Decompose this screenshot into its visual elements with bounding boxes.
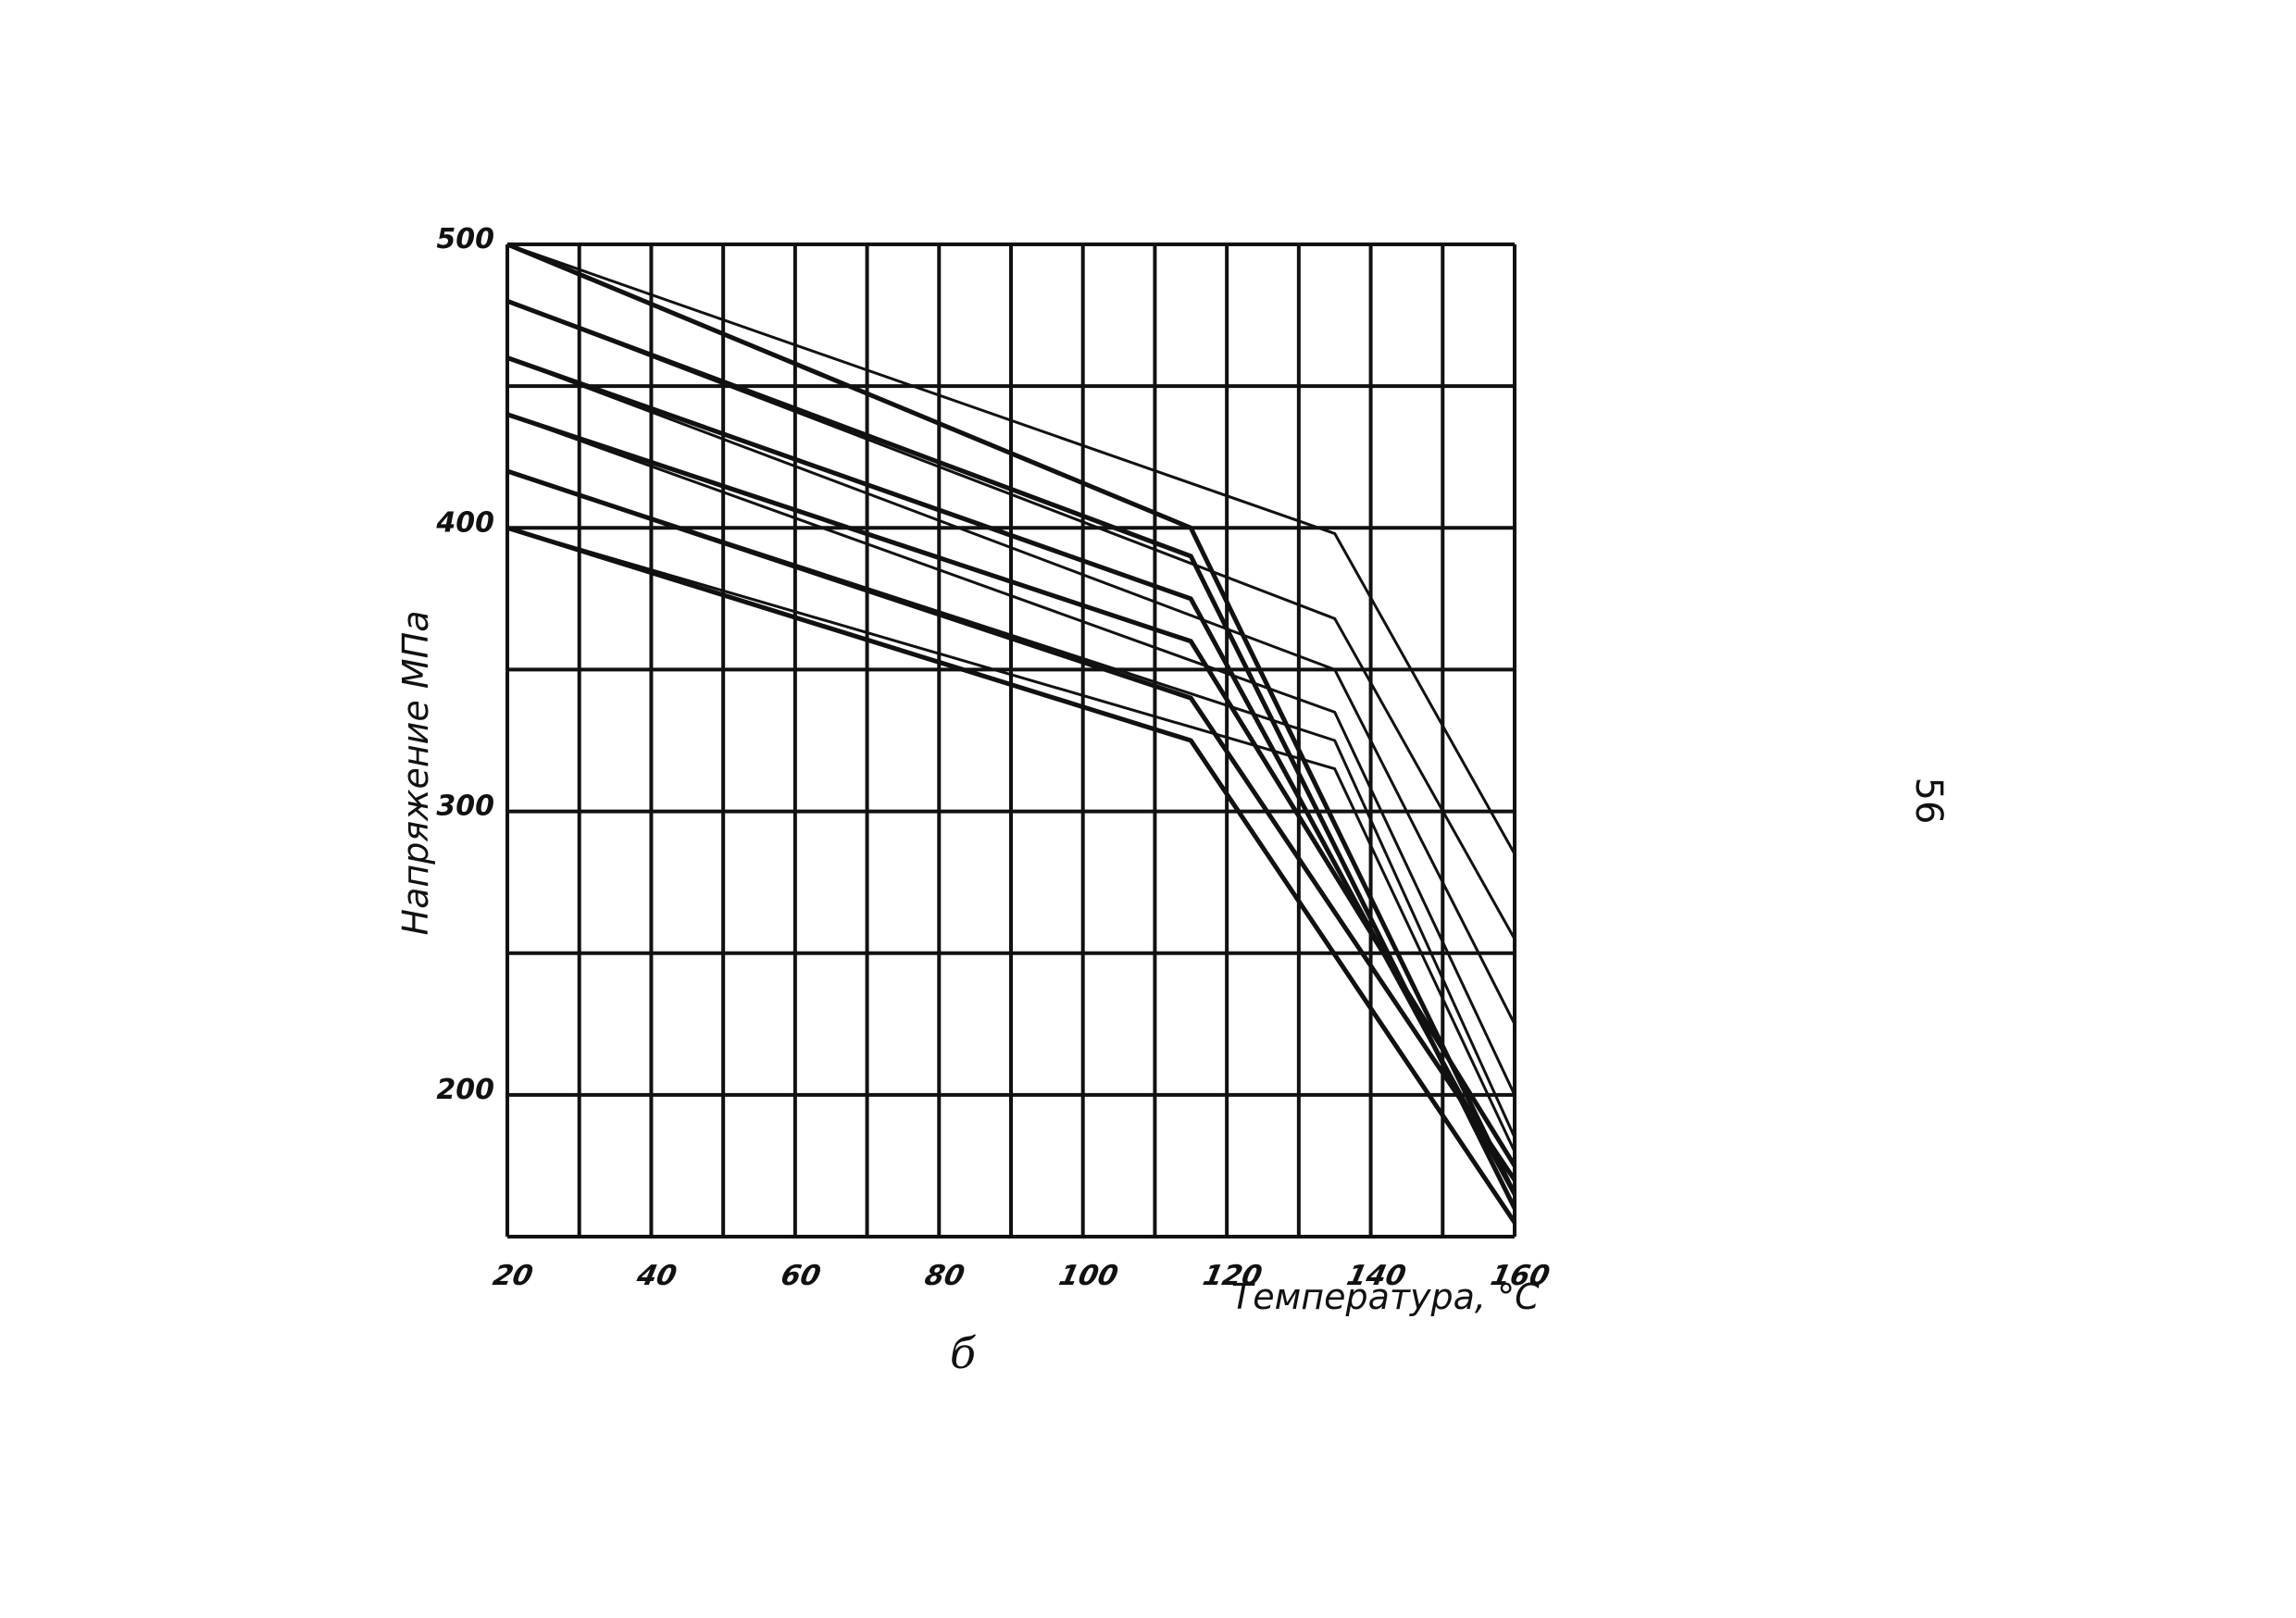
figure-caption: б bbox=[950, 1328, 977, 1378]
x-tick-label-20: 20 bbox=[490, 1260, 535, 1292]
series-line-6 bbox=[506, 525, 1517, 1225]
x-tick-label-40: 40 bbox=[633, 1260, 680, 1292]
series-line-9 bbox=[506, 356, 1516, 1025]
y-tick-label-500: 500 bbox=[436, 223, 494, 255]
page-number: 56 bbox=[1907, 778, 1950, 825]
series-line-7 bbox=[506, 243, 1516, 855]
series-line-12 bbox=[506, 526, 1516, 1152]
x-tick-label-80: 80 bbox=[922, 1260, 967, 1292]
series-line-3 bbox=[506, 355, 1517, 1196]
x-tick-label-60: 60 bbox=[778, 1260, 823, 1292]
x-tick-labels: 20 40 60 80 100 120 140 160 bbox=[490, 1260, 1553, 1292]
y-tick-label-300: 300 bbox=[436, 790, 494, 823]
series-line-1 bbox=[506, 242, 1517, 1196]
x-axis-label: Температура, °С bbox=[1231, 1276, 1540, 1317]
y-tick-label-400: 400 bbox=[435, 506, 494, 539]
x-tick-label-160: 160 bbox=[1488, 1260, 1553, 1292]
x-tick-label-140: 140 bbox=[1344, 1260, 1409, 1292]
chart-series-group bbox=[506, 242, 1517, 1225]
series-line-10 bbox=[506, 413, 1516, 1096]
series-line-8 bbox=[506, 299, 1516, 940]
x-tick-label-100: 100 bbox=[1056, 1260, 1121, 1292]
x-tick-label-120: 120 bbox=[1200, 1260, 1265, 1292]
series-line-4 bbox=[506, 412, 1517, 1167]
y-axis-label: Напряжение МПа bbox=[395, 611, 436, 936]
y-tick-labels: 200 300 400 500 bbox=[435, 223, 494, 1106]
series-line-11 bbox=[506, 469, 1516, 1139]
y-tick-label-200: 200 bbox=[436, 1074, 494, 1106]
chart-grid bbox=[505, 243, 1516, 1238]
